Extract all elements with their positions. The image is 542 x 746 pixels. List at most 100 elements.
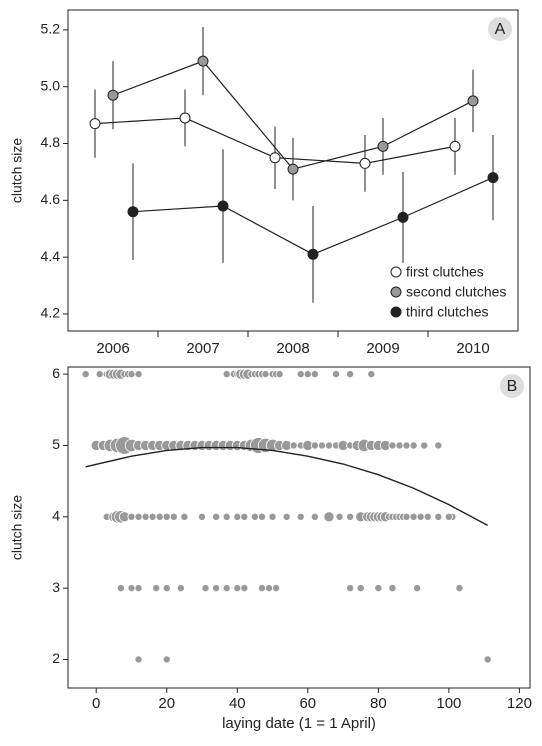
- bubble: [81, 370, 90, 379]
- bubble: [409, 441, 418, 450]
- x-tick-label: 2006: [96, 340, 129, 357]
- bubble: [324, 441, 333, 450]
- x-tick-label: 2010: [456, 340, 489, 357]
- data-point: [127, 206, 139, 218]
- bubble: [395, 441, 404, 450]
- bubble: [127, 512, 136, 521]
- bubble: [374, 584, 383, 593]
- plot-frame: [67, 366, 531, 689]
- bubble: [201, 584, 210, 593]
- bubble: [356, 584, 365, 593]
- data-point: [107, 89, 119, 101]
- bubble: [420, 441, 429, 450]
- legend-label: third clutches: [406, 304, 488, 320]
- bubble: [282, 512, 291, 521]
- bubble: [317, 441, 326, 450]
- bubble: [346, 370, 355, 379]
- y-tick-label: 4.4: [41, 248, 61, 264]
- data-point: [359, 157, 371, 169]
- data-point: [269, 152, 281, 164]
- bubble: [261, 370, 270, 379]
- bubble: [95, 370, 104, 379]
- bubble: [310, 370, 319, 379]
- data-point: [449, 140, 461, 152]
- bubble: [148, 512, 157, 521]
- bubble: [152, 584, 161, 593]
- x-tick-label: 2007: [186, 340, 219, 357]
- data-point: [89, 118, 101, 130]
- bubble: [335, 512, 344, 521]
- legend-label: first clutches: [406, 264, 484, 280]
- bubble: [296, 512, 305, 521]
- bubble: [127, 584, 136, 593]
- bubble: [268, 512, 277, 521]
- x-tick-label: 120: [507, 695, 532, 712]
- bubble: [212, 584, 221, 593]
- data-point: [197, 55, 209, 67]
- bubble: [416, 512, 425, 521]
- bubble: [323, 511, 335, 523]
- bubble: [162, 655, 171, 664]
- x-tick-label: 0: [92, 695, 100, 712]
- bubble: [409, 512, 418, 521]
- bubble: [275, 370, 284, 379]
- bubble: [155, 512, 164, 521]
- plot-frame: [67, 9, 519, 332]
- x-tick-label: 80: [370, 695, 387, 712]
- bubble: [134, 655, 143, 664]
- bubble: [346, 512, 355, 521]
- fit-curve: [85, 446, 489, 526]
- panel-badge: [500, 374, 524, 398]
- panel-label: A: [495, 21, 506, 38]
- data-point: [467, 95, 479, 107]
- bubble: [141, 512, 150, 521]
- bubble: [240, 584, 249, 593]
- panel-badge: [488, 17, 512, 41]
- bubble: [257, 584, 266, 593]
- bubble: [127, 370, 136, 379]
- bubble: [296, 370, 305, 379]
- y-axis-label: clutch size: [9, 495, 25, 561]
- bubble: [250, 512, 259, 521]
- bubble: [289, 441, 298, 450]
- bubble: [402, 441, 411, 450]
- bubble: [212, 512, 221, 521]
- bubble: [134, 512, 143, 521]
- x-tick-label: 60: [299, 695, 316, 712]
- bubble: [413, 584, 422, 593]
- bubble: [434, 441, 443, 450]
- bubble: [134, 584, 143, 593]
- y-tick-label: 2: [52, 650, 60, 666]
- data-point: [287, 163, 299, 175]
- legend-marker: [390, 286, 402, 298]
- x-axis-label: laying date (1 = 1 April): [222, 715, 376, 732]
- data-point: [397, 211, 409, 223]
- x-tick-label: 2008: [276, 340, 309, 357]
- y-tick-label: 4.8: [41, 134, 61, 150]
- bubble: [388, 584, 397, 593]
- legend-marker: [390, 306, 402, 318]
- y-tick-label: 5.2: [41, 21, 61, 37]
- bubble: [134, 370, 143, 379]
- y-tick-label: 4.6: [41, 191, 61, 207]
- bubble: [265, 584, 274, 593]
- bubble: [222, 370, 231, 379]
- x-tick-label: 2009: [366, 340, 399, 357]
- bubble: [272, 584, 281, 593]
- y-tick-label: 4: [52, 508, 60, 524]
- bubble: [346, 584, 355, 593]
- bubble: [240, 512, 249, 521]
- legend-label: second clutches: [406, 284, 506, 300]
- x-tick-label: 40: [229, 695, 246, 712]
- y-axis-label: clutch size: [9, 138, 25, 204]
- panel-label: B: [507, 378, 518, 395]
- data-point: [179, 112, 191, 124]
- x-tick-label: 20: [158, 695, 175, 712]
- bubble: [402, 512, 411, 521]
- data-point: [307, 248, 319, 260]
- bubble: [233, 512, 242, 521]
- bubble: [233, 584, 242, 593]
- bubble: [162, 512, 171, 521]
- data-point: [217, 200, 229, 212]
- bubble: [222, 584, 231, 593]
